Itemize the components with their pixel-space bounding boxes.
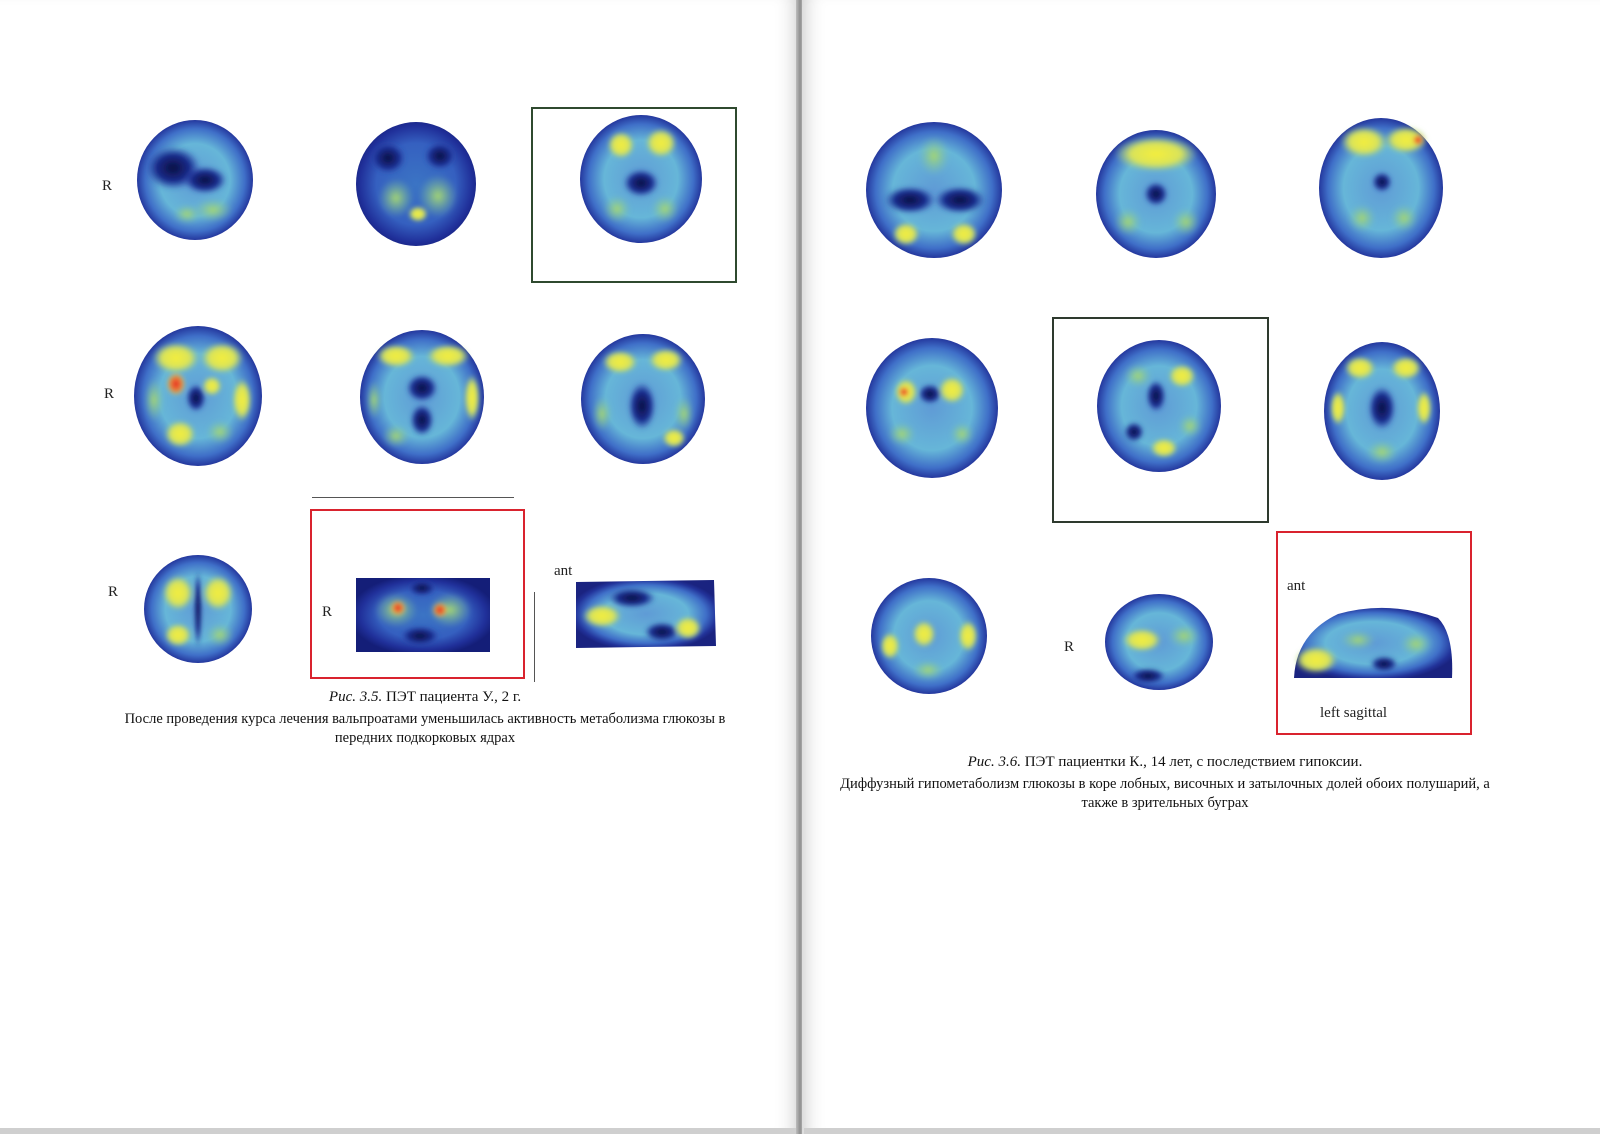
figure-caption-3-5: Рис. 3.5. ПЭТ пациента У., 2 г. После пр… xyxy=(110,689,740,748)
label-r-coronal: R xyxy=(322,604,333,620)
pet-scan-r-r1c1 xyxy=(866,122,1002,258)
figure-caption-3-6: Рис. 3.6. ПЭТ пациентки К., 14 лет, с по… xyxy=(840,754,1490,813)
pet-scan-r-r1c2 xyxy=(1096,130,1216,258)
pet-scan-r-sagittal xyxy=(1294,607,1453,678)
pet-scan-r-r3c1 xyxy=(871,578,987,694)
label-left-sagittal: left sagittal xyxy=(1320,705,1388,721)
pet-scan-r-r2c1 xyxy=(866,338,998,478)
scan-bottom-edge-right xyxy=(804,1128,1600,1134)
pet-scan-r-r2c2 xyxy=(1097,340,1221,472)
book-gutter xyxy=(796,0,804,1134)
highlight-frame-coronal xyxy=(310,509,525,679)
label-r-row3: R xyxy=(108,584,119,600)
label-ant-left: ant xyxy=(554,563,573,579)
caption-title: Рис. 3.6. ПЭТ пациентки К., 14 лет, с по… xyxy=(840,754,1490,771)
pet-scan-r-r3c2 xyxy=(1105,594,1213,690)
caption-title: Рис. 3.5. ПЭТ пациента У., 2 г. xyxy=(110,689,740,706)
pet-scan-r-r2c3 xyxy=(1324,342,1440,480)
pet-scan-l-r3c1 xyxy=(144,555,252,663)
caption-body: Диффузный гипометаболизм глюкозы в коре … xyxy=(840,776,1490,811)
label-r-row2: R xyxy=(104,386,115,402)
scan-bottom-edge-left xyxy=(0,1128,796,1134)
caption-fig-title: ПЭТ пациентки К., 14 лет, с последствием… xyxy=(1020,754,1363,770)
separator-line xyxy=(312,497,514,498)
pet-scan-l-r1c2 xyxy=(356,122,476,246)
pet-scan-l-r2c1 xyxy=(134,326,262,466)
pet-scan-l-r1c3 xyxy=(580,115,702,243)
highlight-frame-l-r1c3 xyxy=(531,107,737,283)
pet-scan-l-r2c3 xyxy=(581,334,705,464)
right-page: R ant left sagittal Рис. 3.6. ПЭТ пациен… xyxy=(802,0,1600,1134)
caption-fig-number: Рис. 3.5. xyxy=(328,689,383,705)
pet-scan-r-r1c3 xyxy=(1319,118,1443,258)
label-ant-right: ant xyxy=(1287,578,1306,594)
caption-fig-title: ПЭТ пациента У., 2 г. xyxy=(382,689,522,705)
left-page: R xyxy=(0,0,798,1134)
pet-scan-l-sagittal xyxy=(576,580,716,648)
pet-scan-l-r2c2 xyxy=(360,330,484,464)
vertical-separator xyxy=(534,592,535,682)
label-r-row1: R xyxy=(102,178,113,194)
caption-body: После проведения курса лечения вальпроат… xyxy=(124,711,726,746)
caption-fig-number: Рис. 3.6. xyxy=(967,754,1021,770)
pet-scan-l-coronal xyxy=(356,578,490,652)
label-r-row3-right: R xyxy=(1064,639,1075,655)
pet-scan-l-r1c1 xyxy=(137,120,253,240)
highlight-frame-sagittal xyxy=(1276,531,1472,735)
highlight-frame-r-r2c2 xyxy=(1052,317,1269,523)
